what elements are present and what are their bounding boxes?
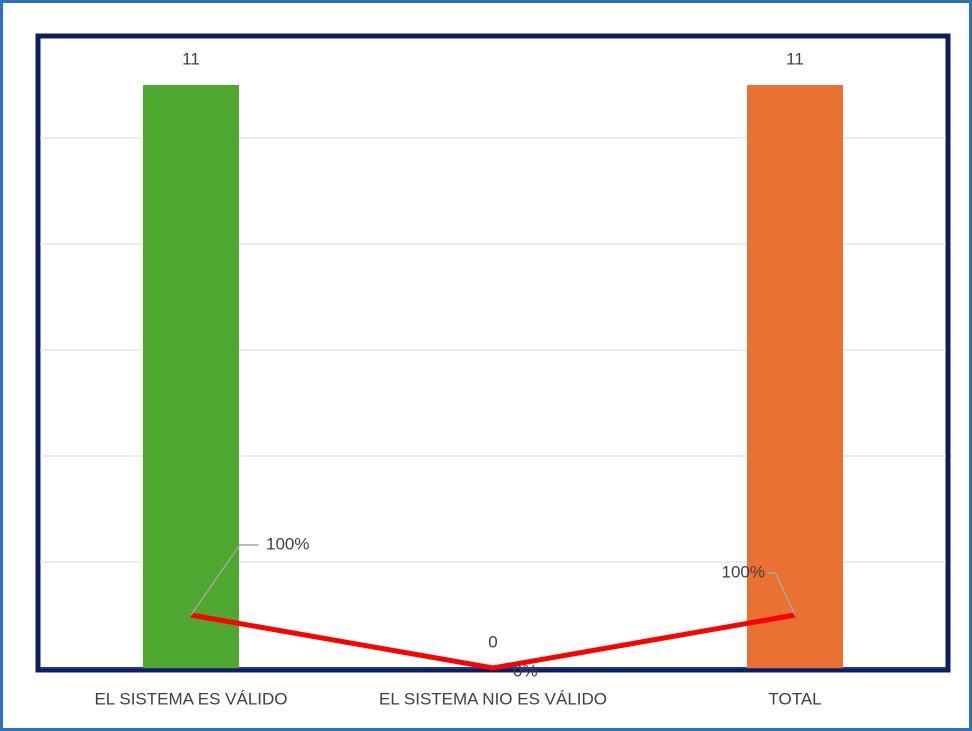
leader-line <box>768 572 796 616</box>
line-label: 100% <box>266 534 309 553</box>
data-label: 0 <box>488 632 497 651</box>
data-label: 11 <box>182 49 200 68</box>
x-tick-label: EL SISTEMA NIO ES VÁLIDO <box>379 689 607 708</box>
bar <box>143 85 239 668</box>
line <box>190 612 796 671</box>
x-tick-label: EL SISTEMA ES VÁLIDO <box>94 689 287 708</box>
line-label: 0% <box>513 661 538 680</box>
line-label: 100% <box>722 562 765 581</box>
leader-line <box>190 544 259 616</box>
bar <box>747 85 843 668</box>
x-tick-label: TOTAL <box>768 689 821 708</box>
data-label: 11 <box>786 49 804 68</box>
